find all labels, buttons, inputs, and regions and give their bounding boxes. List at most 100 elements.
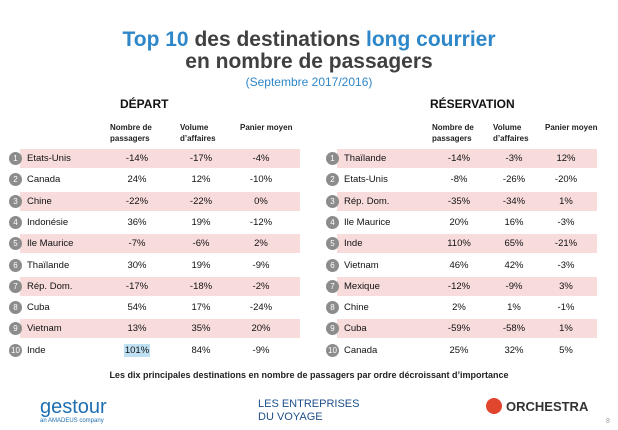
rank-badge: 9	[326, 322, 339, 336]
value-cell: 84%	[191, 344, 211, 356]
rank-badge: 9	[9, 322, 22, 336]
table-row	[337, 191, 597, 211]
table-row	[20, 149, 300, 168]
value-cell: -3%	[557, 216, 575, 228]
rank-badge: 3	[326, 194, 339, 208]
value-cell: -35%	[447, 195, 471, 207]
title: Top 10 des destinations long courrier	[0, 28, 618, 52]
value-cell: 17%	[191, 302, 211, 314]
value-cell: -24%	[249, 302, 273, 314]
destination: Etats-Unis	[344, 174, 388, 186]
table-row	[337, 276, 597, 296]
logo: LES ENTREPRISES	[258, 398, 360, 410]
table-row	[337, 319, 597, 339]
destination: Chine	[27, 195, 52, 207]
value-cell: -12%	[249, 216, 273, 228]
value-cell: 19%	[191, 216, 211, 228]
table-row	[20, 276, 300, 296]
destination: Indonésie	[27, 216, 69, 228]
value-cell: 1%	[559, 195, 573, 207]
value-cell: -58%	[502, 323, 526, 335]
rank-badge: 6	[326, 258, 339, 272]
page-number: 8	[606, 418, 610, 425]
destination: Etats-Unis	[27, 153, 71, 164]
value-cell: -17%	[125, 280, 149, 292]
rank-badge: 3	[9, 194, 22, 208]
value-cell: 65%	[504, 238, 524, 250]
destination: Thaïlande	[344, 153, 387, 164]
destination: Ile Maurice	[344, 216, 391, 228]
value-cell: -21%	[554, 238, 578, 250]
rank-badge: 5	[9, 237, 22, 251]
value-cell: 101%	[124, 343, 150, 357]
destination: Inde	[344, 238, 363, 250]
value-cell: 25%	[449, 344, 469, 356]
value-cell: 12%	[556, 153, 576, 164]
rank-badge: 7	[326, 279, 339, 293]
table-title: DÉPART	[120, 97, 169, 111]
column-header: Panier moyen	[240, 123, 293, 132]
column-header: Nombre de passagers	[432, 123, 474, 143]
rank-badge: 4	[326, 215, 339, 229]
logo: ORCHESTRA	[506, 399, 589, 414]
value-cell: 0%	[254, 195, 268, 207]
column-header: Volume d’affaires	[180, 123, 216, 143]
caption: Les dix principales destinations en nomb…	[109, 370, 509, 380]
destination: Vietnam	[27, 323, 62, 335]
destination: Ile Maurice	[27, 238, 74, 250]
rank-badge: 10	[9, 343, 22, 357]
value-cell: -59%	[447, 323, 471, 335]
value-cell: 32%	[504, 344, 524, 356]
destination: Rép. Dom.	[344, 195, 390, 207]
destination: Chine	[344, 302, 369, 314]
value-cell: -26%	[502, 174, 526, 186]
value-cell: -14%	[447, 153, 471, 164]
value-cell: -3%	[505, 153, 523, 164]
value-cell: -14%	[125, 153, 149, 164]
rank-badge: 10	[326, 343, 339, 357]
value-cell: 30%	[127, 259, 147, 271]
value-cell: 2%	[254, 238, 268, 250]
value-cell: 110%	[447, 238, 471, 250]
table-title: RÉSERVATION	[430, 97, 515, 111]
value-cell: 19%	[191, 259, 211, 271]
column-header: Panier moyen	[545, 123, 598, 132]
rank-badge: 2	[9, 173, 22, 187]
value-cell: -8%	[450, 174, 468, 186]
table-row	[337, 234, 597, 254]
table-row	[20, 191, 300, 211]
value-cell: 12%	[191, 174, 211, 186]
column-header: Nombre de passagers	[110, 123, 152, 143]
value-cell: -9%	[505, 280, 523, 292]
title-line2: en nombre de passagers	[185, 50, 433, 73]
destination: Inde	[27, 344, 46, 356]
rank-badge: 1	[326, 152, 339, 165]
rank-badge: 1	[9, 152, 22, 165]
rank-badge: 7	[9, 279, 22, 293]
value-cell: -17%	[189, 153, 213, 164]
value-cell: -9%	[252, 259, 270, 271]
rank-badge: 8	[9, 301, 22, 315]
value-cell: -1%	[557, 302, 575, 314]
rank-badge: 8	[326, 301, 339, 315]
value-cell: -34%	[502, 195, 526, 207]
value-cell: 20%	[251, 323, 271, 335]
value-cell: 46%	[449, 259, 469, 271]
value-cell: 1%	[559, 323, 573, 335]
value-cell: -4%	[252, 153, 270, 164]
rank-badge: 5	[326, 237, 339, 251]
value-cell: -7%	[128, 238, 146, 250]
value-cell: 35%	[191, 323, 211, 335]
destination: Cuba	[27, 302, 50, 314]
value-cell: -12%	[447, 280, 471, 292]
logo: DU VOYAGE	[258, 411, 323, 423]
value-cell: 2%	[452, 302, 466, 314]
value-cell: 16%	[504, 216, 524, 228]
value-cell: -18%	[189, 280, 213, 292]
title-part: Top 10	[122, 28, 189, 51]
value-cell: 20%	[449, 216, 469, 228]
value-cell: -9%	[252, 344, 270, 356]
table-row	[337, 149, 597, 168]
value-cell: -2%	[252, 280, 270, 292]
